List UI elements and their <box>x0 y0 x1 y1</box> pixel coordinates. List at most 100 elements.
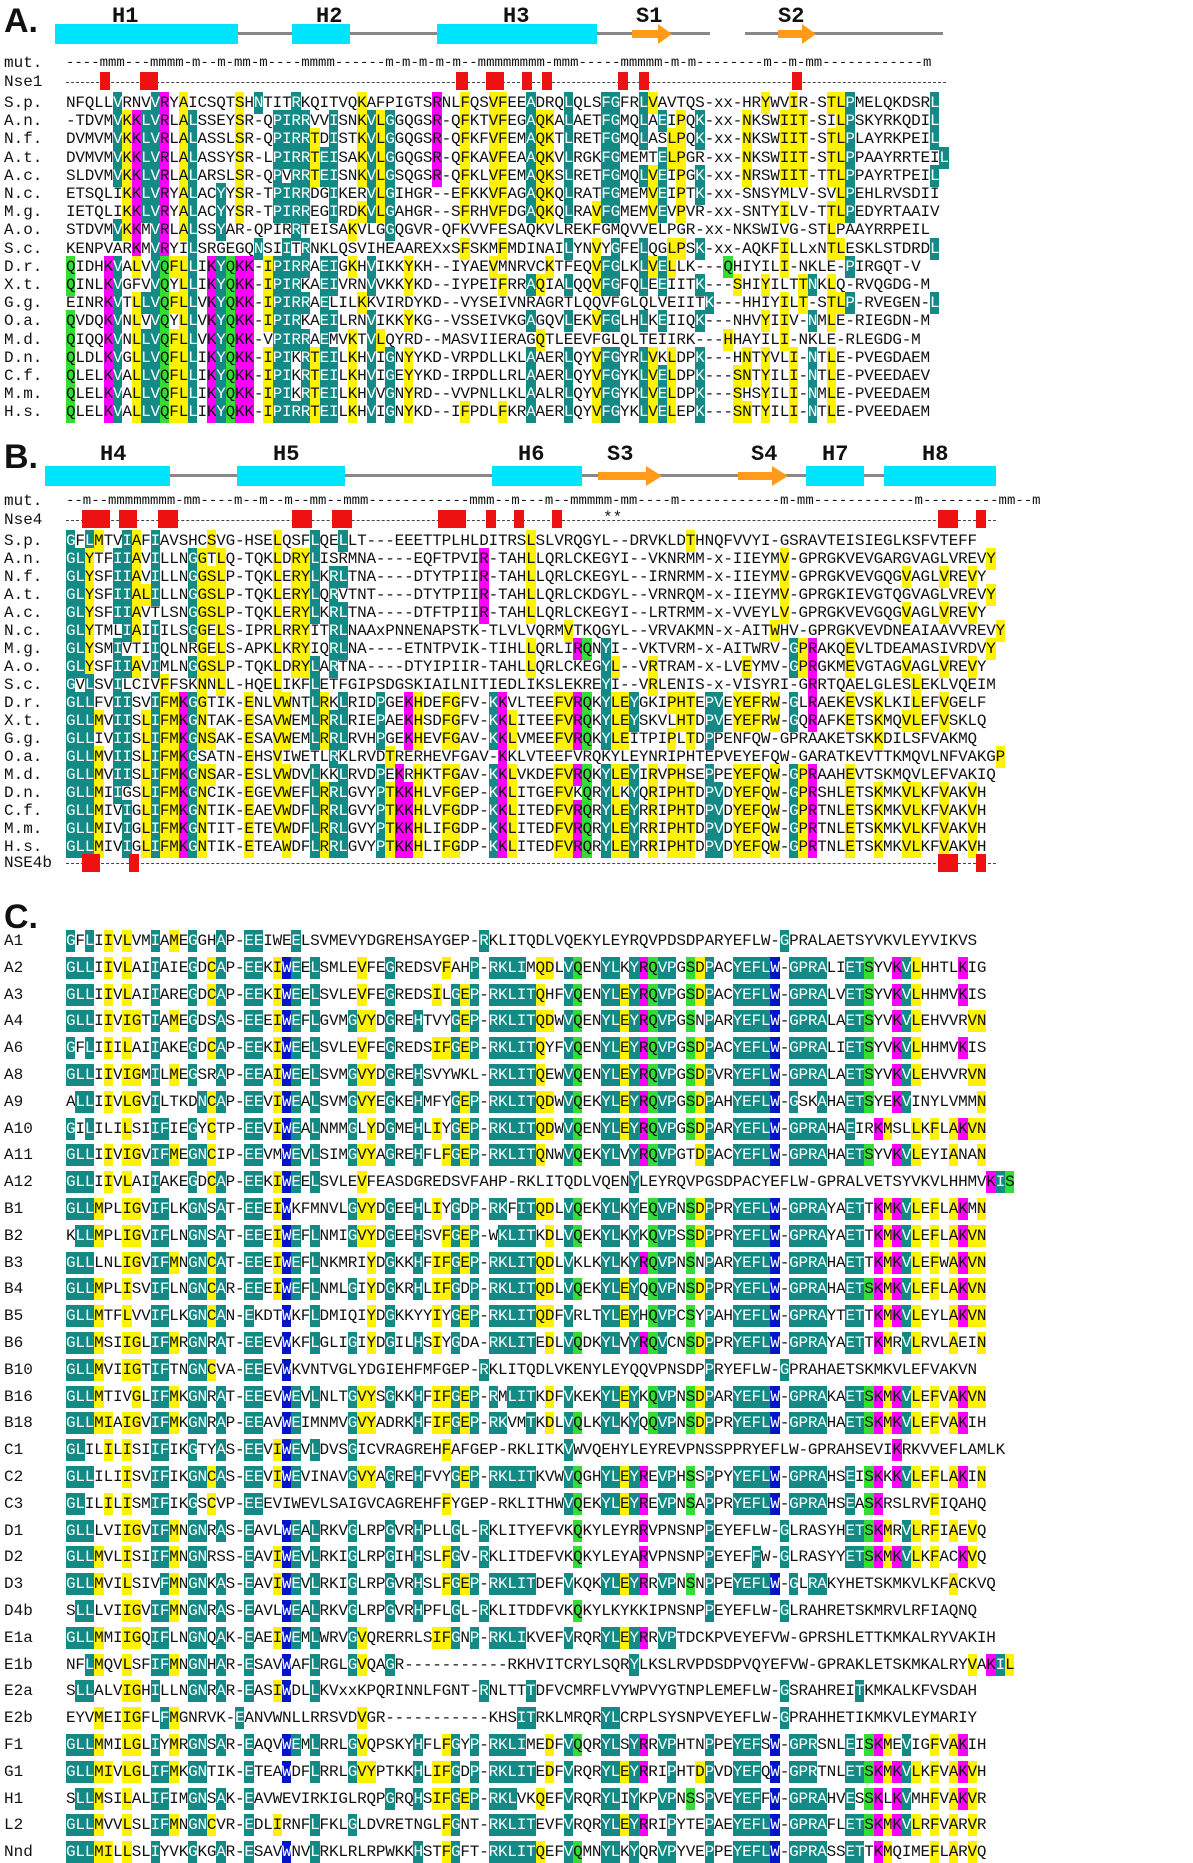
sequence-row: GLLILIISVIFIKGNCAS-EEVIWEVINAVGVYAGREHFV… <box>66 1466 987 1488</box>
mutation-mark <box>486 72 504 90</box>
sequence-row: QLELKVALLVQFLLIKYQKK-IPIRRTEILKHVIGNYKD-… <box>66 401 931 424</box>
sequence-label: A9 <box>4 1092 24 1111</box>
sequence-label: B4 <box>4 1280 24 1299</box>
sequence-label: A12 <box>4 1173 33 1192</box>
sequence-label: M.m. <box>4 820 43 838</box>
mutation-mark <box>976 854 986 872</box>
panel-c: C. A1 GFLIIVLVMIAMEGGHAP-EEIWEELSVMEVYDGR… <box>0 896 1193 1863</box>
sequence-row: SLLLVIIGVIFMNGNRAS-EAVLWEALRKVGLRPGVRHPF… <box>66 1600 978 1622</box>
ss-label: H1 <box>112 4 139 29</box>
nse4-label: Nse4 <box>4 511 43 529</box>
sequence-row: GLLMIVIGLIFMKGNTIT-ETEVWDFLRRLGVYPTKKHLI… <box>66 818 987 840</box>
sequence-row: GLLIIVIGVIFMEGNCIP-EEVMWEVLSIMGVYAGREHFL… <box>66 1144 987 1167</box>
ss-coil-line <box>745 32 943 35</box>
sequence-label: S.p. <box>4 532 43 550</box>
panel-b-letter: B. <box>4 438 38 476</box>
sequence-row: GLLMVIISLIFMKGNTAK-ESAVWEMLRRLRIEPAEKHSD… <box>66 710 987 732</box>
sequence-label: D2 <box>4 1548 24 1567</box>
sequence-row: GLLFVIISVIFMKGGTIK-ENLVWNTLRKLRIDPGEKHDE… <box>66 692 987 714</box>
sequence-label: G.g. <box>4 730 43 748</box>
helix-h4 <box>45 466 170 486</box>
sequence-label: B18 <box>4 1414 33 1433</box>
nse1-dashline <box>66 82 946 83</box>
sequence-label: B3 <box>4 1253 24 1272</box>
sequence-row: GILILILSIIFIEGYCTP-EEVIWEALNMMGLYDGMEHLI… <box>66 1117 987 1140</box>
sequence-label: O.a. <box>4 748 43 766</box>
sequence-label: D4b <box>4 1602 33 1620</box>
sequence-label: H.s. <box>4 838 43 856</box>
sequence-label: A.n. <box>4 112 43 131</box>
sequence-label: N.c. <box>4 622 43 640</box>
helix-h6 <box>492 466 582 486</box>
mutation-mark <box>792 72 802 90</box>
sequence-row: GLLIIVLAIIAKEGDCAP-EEKIWEELSVLEVFEASDGRE… <box>66 1171 1015 1194</box>
panel-a-secondary-structure: H1 H2 H3 S1 S2 <box>0 6 1193 78</box>
sequence-label: E2b <box>4 1709 33 1728</box>
sequence-row: GLLMIVLGLIFMKGNTIK-ETEAWDFLRRLGVYPTKKHLI… <box>66 1760 987 1783</box>
mutation-mark <box>292 510 312 528</box>
mut-line: ----mmm---mmmm-m--m-mm-m----mmmm------m-… <box>66 55 932 71</box>
sequence-label: N.f. <box>4 130 43 149</box>
sequence-row: GFLMTVIAFIAVSHCSVG-HSELQSFLQELLT---EEETT… <box>66 530 978 552</box>
sequence-label: B16 <box>4 1387 33 1406</box>
helix-h8 <box>884 466 996 486</box>
sequence-label: Nnd <box>4 1843 33 1862</box>
sequence-row: GVLSVILCIVFFSKNNLL-HQELIKFLETFGIPSDGSKIA… <box>66 674 996 696</box>
sequence-label: A.o. <box>4 658 43 676</box>
mutation-mark <box>438 510 466 528</box>
ss-label: S2 <box>778 4 805 29</box>
sequence-label: A6 <box>4 1039 24 1058</box>
sequence-row: QINLKVGFVVQYLLIKYQKK-IPIRKAEIVRNVVKKYKD-… <box>66 274 931 296</box>
sequence-label: D3 <box>4 1575 24 1594</box>
helix-h5 <box>237 466 345 486</box>
sequence-row: GLLMSIIGLIFMRGNRAT-EEEVWKFLGLIGIYDGILHSI… <box>66 1332 987 1354</box>
sequence-label: B5 <box>4 1307 24 1326</box>
sequence-label: A10 <box>4 1119 33 1138</box>
mut-label: mut. <box>4 54 43 72</box>
sequence-label: A.n. <box>4 550 43 568</box>
nse4-stars: ** <box>603 509 623 527</box>
sequence-label: S.c. <box>4 239 43 258</box>
sequence-row: GLLMILLSLIYVKGKGAR-ESAVWNVLRKLRLRPWKKHST… <box>66 1841 987 1863</box>
helix-h1 <box>55 24 238 44</box>
sequence-label: A.o. <box>4 221 43 240</box>
sequence-row: QLELKVALLVQFLLIKYQKK-IPIKRTEILKHVVGNYRD-… <box>66 383 931 406</box>
mutation-mark <box>938 854 958 872</box>
sequence-row: GLLMTIVGLIFMKGNRAT-EEEVWEVLNLTGVYSGKKHFI… <box>66 1385 987 1408</box>
sequence-label: A1 <box>4 932 24 950</box>
strand-s4 <box>738 466 788 486</box>
mut-line: --m--mmmmmmmm-mm----m--m--m--mm--mmm----… <box>66 493 1041 509</box>
helix-h3 <box>437 24 597 44</box>
mutation-mark <box>140 72 158 90</box>
sequence-row: GLLIIVIGMILMEGSRAP-EEAIWEELSVMGVYDGREHSV… <box>66 1064 987 1086</box>
sequence-row: GLLMTFLVVIFLKGNCAN-EKDTWKFLDMIQIYDGKKYYI… <box>66 1305 987 1328</box>
sequence-row: GFLIIILAIIAKEGDCAP-EEKIWEELSVLEVFEGREDSI… <box>66 1037 987 1060</box>
helix-h2 <box>292 24 350 44</box>
sequence-row: IETQLIKKLVRYALACYYSR-TPIRREGIRDKVLGAHGR-… <box>66 201 940 224</box>
sequence-label: C1 <box>4 1441 24 1460</box>
mutation-mark <box>552 510 562 528</box>
nse4-dashline <box>66 520 996 521</box>
panel-c-letter: C. <box>4 898 38 936</box>
sequence-label: B10 <box>4 1360 33 1379</box>
ss-label: H2 <box>316 4 343 29</box>
strand-s3 <box>598 466 662 486</box>
sequence-label: A.c. <box>4 166 43 185</box>
sequence-label: X.t. <box>4 276 43 294</box>
ss-label: H5 <box>273 442 300 467</box>
sequence-row: QVDQKVNLVVQYLLVKYQKK-IPIRKAEILRNVIKKYKG-… <box>66 310 931 333</box>
sequence-label: D.n. <box>4 348 43 367</box>
sequence-label: A3 <box>4 985 24 1004</box>
sequence-row: GLLMIAIGVIFMKGNRAP-EEAVWEIMNMVGVYADRKHFI… <box>66 1412 987 1435</box>
mutation-mark <box>542 72 552 90</box>
sequence-row: STDVMVKKMVRLALSSYAR-QPIRRTEISAKVLGGQGVR-… <box>66 219 931 242</box>
sequence-label: F1 <box>4 1736 24 1754</box>
sequence-row: GLLLNLIGVIFMNGNCAT-EEEIWEFLNKMRIYDGKKHFI… <box>66 1251 987 1274</box>
panel-a: A. H1 H2 H3 S1 S2 mut. ----mmm---mmmm-m-… <box>0 0 1193 430</box>
sequence-label: M.m. <box>4 385 43 404</box>
mutation-mark <box>976 510 986 528</box>
sequence-label: H1 <box>4 1789 24 1808</box>
ss-label: H3 <box>503 4 530 29</box>
sequence-label: A4 <box>4 1012 24 1031</box>
sequence-label: A8 <box>4 1066 24 1084</box>
